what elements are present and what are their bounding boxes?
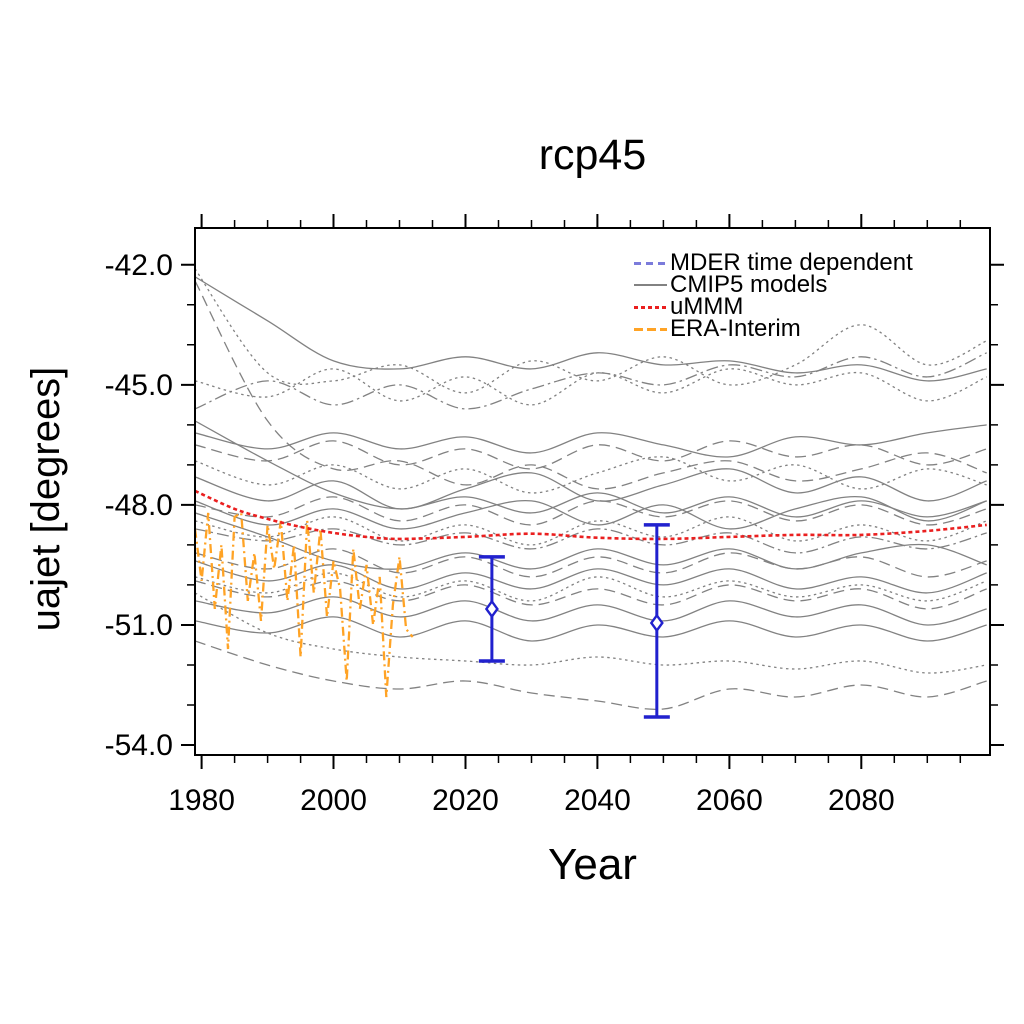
cmip5-model-line [195, 592, 987, 674]
cmip5-model-line [195, 440, 987, 470]
cmip5-model-line [195, 548, 987, 578]
era-interim-line [195, 510, 414, 698]
ummm-line [195, 489, 987, 541]
minor-ticks [187, 220, 998, 763]
cmip5-model-line [195, 512, 987, 570]
legend-entry-era: ERA-Interim [634, 315, 913, 342]
cmip5-model-line [195, 596, 987, 626]
cmip5-model-line [195, 496, 987, 526]
axis-frame [194, 227, 991, 756]
y-tick-label: -42.0 [105, 249, 173, 282]
legend-entry-cmip5: CMIP5 models [634, 271, 913, 298]
y-axis-label: uajet [degrees] [24, 366, 68, 632]
y-tick-label: -45.0 [105, 369, 173, 402]
major-ticks [181, 214, 1004, 769]
series-group [195, 268, 987, 719]
y-tick-label: -48.0 [105, 489, 173, 522]
cmip5-model-line [195, 424, 987, 458]
cmip5-model-line [195, 268, 987, 394]
legend: MDER time dependent CMIP5 models uMMM ER… [634, 249, 913, 342]
cmip5-model-line [195, 495, 987, 530]
y-tick-label: -54.0 [105, 729, 173, 762]
cmip5-model-line [195, 580, 987, 610]
mder-error-bar [643, 523, 670, 719]
legend-entry-mder: MDER time dependent [634, 249, 913, 276]
chart-title: rcp45 [538, 131, 647, 179]
cmip5-model-line [195, 616, 987, 642]
y-tick-label: -51.0 [105, 609, 173, 642]
mder-error-bar [478, 555, 505, 663]
x-tick-label: 2040 [564, 784, 631, 817]
cmip5-model-line [195, 572, 987, 602]
cmip5-model-line [195, 276, 987, 382]
legend-label-era: ERA-Interim [670, 315, 801, 342]
ummm-line-sample-icon [634, 305, 667, 309]
x-tick-label: 2020 [432, 784, 499, 817]
cmip5-model-line [195, 420, 987, 518]
x-tick-label: 2080 [828, 784, 895, 817]
cmip5-model-line [195, 280, 987, 490]
x-tick-label: 2000 [300, 784, 367, 817]
x-axis-label: Year [548, 840, 637, 889]
mder-diamond-marker [649, 613, 664, 633]
legend-label-cmip5: CMIP5 models [670, 271, 828, 298]
mder-line-sample-icon [634, 261, 667, 265]
era-interim-line-sample-icon [634, 327, 667, 331]
x-tick-label: 2060 [696, 784, 763, 817]
cmip5-model-line [195, 352, 987, 410]
cmip5-model-line [195, 640, 987, 710]
x-tick-label: 1980 [168, 784, 235, 817]
legend-entry-ummm: uMMM [634, 293, 913, 320]
cmip5-model-line [195, 528, 987, 554]
cmip5-line-sample-icon [634, 284, 667, 286]
cmip5-model-line [195, 468, 987, 510]
cmip5-model-line [195, 368, 987, 406]
mder-diamond-marker [484, 599, 499, 619]
legend-label-ummm: uMMM [670, 293, 744, 320]
cmip5-model-line [195, 456, 987, 494]
legend-label-mder: MDER time dependent [670, 249, 913, 276]
